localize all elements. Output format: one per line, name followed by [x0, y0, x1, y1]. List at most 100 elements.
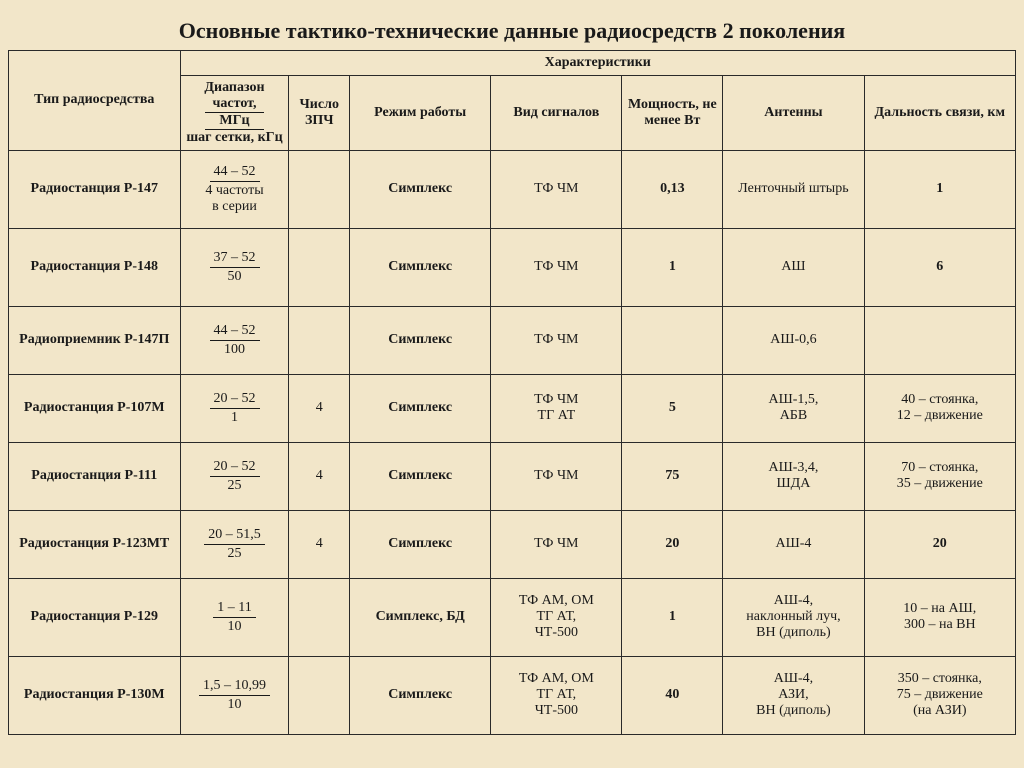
cell-zpch: [289, 228, 350, 306]
cell-type: Радиостанция Р-130М: [9, 656, 181, 734]
cell-zpch: [289, 656, 350, 734]
cell-freq: 20 – 5225: [180, 442, 289, 510]
table-row: Радиостанция Р-11120 – 52254СимплексТФ Ч…: [9, 442, 1016, 510]
cell-freq: 37 – 5250: [180, 228, 289, 306]
freq-denominator: 10: [185, 696, 285, 712]
header-freq: Диапазон частот, МГц шаг сетки, кГц: [180, 76, 289, 151]
cell-power: 1: [622, 578, 723, 656]
cell-mode: Симплекс: [350, 442, 491, 510]
cell-range: 20: [864, 510, 1015, 578]
cell-freq: 1,5 – 10,9910: [180, 656, 289, 734]
page: Основные тактико-технические данные ради…: [0, 0, 1024, 768]
header-power: Мощность, не менее Вт: [622, 76, 723, 151]
freq-denominator: 25: [185, 545, 285, 561]
cell-zpch: 4: [289, 442, 350, 510]
table-row: Радиостанция Р-130М1,5 – 10,9910Симплекс…: [9, 656, 1016, 734]
freq-numerator: 20 – 52: [210, 391, 260, 408]
cell-power: 0,13: [622, 150, 723, 228]
cell-power: 40: [622, 656, 723, 734]
freq-denominator: 1: [185, 409, 285, 425]
cell-freq: 1 – 1110: [180, 578, 289, 656]
freq-numerator: 20 – 51,5: [204, 527, 265, 544]
header-mode: Режим работы: [350, 76, 491, 151]
freq-denominator: 100: [185, 341, 285, 357]
cell-signal: ТФ ЧМТГ АТ: [491, 374, 622, 442]
cell-zpch: [289, 150, 350, 228]
cell-range: 40 – стоянка,12 – движение: [864, 374, 1015, 442]
cell-freq: 44 – 52100: [180, 306, 289, 374]
cell-range: 70 – стоянка,35 – движение: [864, 442, 1015, 510]
header-freq-top: Диапазон частот,: [204, 80, 264, 111]
freq-numerator: 1 – 11: [213, 600, 255, 617]
table-row: Радиостанция Р-1291 – 1110Симплекс, БДТФ…: [9, 578, 1016, 656]
cell-power: 5: [622, 374, 723, 442]
table-row: Радиостанция Р-107М20 – 5214СимплексТФ Ч…: [9, 374, 1016, 442]
table-body: Радиостанция Р-14744 – 524 частотыв сери…: [9, 150, 1016, 734]
cell-signal: ТФ ЧМ: [491, 150, 622, 228]
cell-mode: Симплекс: [350, 656, 491, 734]
cell-signal: ТФ АМ, ОМТГ АТ,ЧТ-500: [491, 578, 622, 656]
cell-type: Радиостанция Р-123МТ: [9, 510, 181, 578]
header-freq-mid: МГц: [205, 112, 263, 129]
cell-range: 10 – на АШ,300 – на ВН: [864, 578, 1015, 656]
cell-antenna: АШ-4: [723, 510, 864, 578]
cell-zpch: [289, 578, 350, 656]
cell-antenna: АШ-4,АЗИ,ВН (диполь): [723, 656, 864, 734]
page-title: Основные тактико-технические данные ради…: [8, 18, 1016, 44]
table-header: Тип радиосредства Характеристики Диапазо…: [9, 51, 1016, 151]
cell-antenna: АШ-1,5,АБВ: [723, 374, 864, 442]
cell-power: 20: [622, 510, 723, 578]
cell-freq: 44 – 524 частотыв серии: [180, 150, 289, 228]
cell-type: Радиостанция Р-147: [9, 150, 181, 228]
cell-antenna: АШ-3,4,ШДА: [723, 442, 864, 510]
freq-denominator: 50: [185, 268, 285, 284]
freq-numerator: 20 – 52: [210, 459, 260, 476]
cell-range: 6: [864, 228, 1015, 306]
cell-type: Радиостанция Р-129: [9, 578, 181, 656]
cell-mode: Симплекс: [350, 374, 491, 442]
cell-mode: Симплекс: [350, 150, 491, 228]
header-signal: Вид сигналов: [491, 76, 622, 151]
cell-type: Радиостанция Р-148: [9, 228, 181, 306]
cell-mode: Симплекс: [350, 306, 491, 374]
cell-range: 1: [864, 150, 1015, 228]
header-freq-bot: шаг сетки, кГц: [186, 130, 282, 145]
cell-zpch: 4: [289, 374, 350, 442]
spec-table: Тип радиосредства Характеристики Диапазо…: [8, 50, 1016, 735]
freq-numerator: 1,5 – 10,99: [199, 678, 270, 695]
header-range: Дальность связи, км: [864, 76, 1015, 151]
cell-power: [622, 306, 723, 374]
cell-type: Радиостанция Р-107М: [9, 374, 181, 442]
cell-mode: Симплекс: [350, 228, 491, 306]
cell-signal: ТФ ЧМ: [491, 510, 622, 578]
cell-type: Радиостанция Р-111: [9, 442, 181, 510]
cell-signal: ТФ ЧМ: [491, 306, 622, 374]
cell-signal: ТФ ЧМ: [491, 228, 622, 306]
cell-signal: ТФ АМ, ОМТГ АТ,ЧТ-500: [491, 656, 622, 734]
freq-numerator: 37 – 52: [210, 250, 260, 267]
header-antenna: Антенны: [723, 76, 864, 151]
cell-antenna: Ленточный штырь: [723, 150, 864, 228]
cell-antenna: АШ-0,6: [723, 306, 864, 374]
header-group: Характеристики: [180, 51, 1015, 76]
cell-freq: 20 – 51,525: [180, 510, 289, 578]
cell-type: Радиоприемник Р-147П: [9, 306, 181, 374]
cell-zpch: 4: [289, 510, 350, 578]
cell-range: [864, 306, 1015, 374]
table-row: Радиостанция Р-14837 – 5250СимплексТФ ЧМ…: [9, 228, 1016, 306]
cell-zpch: [289, 306, 350, 374]
table-row: Радиостанция Р-123МТ20 – 51,5254Симплекс…: [9, 510, 1016, 578]
freq-numerator: 44 – 52: [210, 323, 260, 340]
header-type: Тип радиосредства: [9, 51, 181, 151]
cell-power: 75: [622, 442, 723, 510]
header-zpch: Число ЗПЧ: [289, 76, 350, 151]
freq-denominator: 10: [185, 618, 285, 634]
freq-numerator: 44 – 52: [210, 164, 260, 181]
table-row: Радиостанция Р-14744 – 524 частотыв сери…: [9, 150, 1016, 228]
cell-freq: 20 – 521: [180, 374, 289, 442]
table-row: Радиоприемник Р-147П44 – 52100СимплексТФ…: [9, 306, 1016, 374]
freq-denominator: 4 частоты: [185, 182, 285, 198]
cell-power: 1: [622, 228, 723, 306]
cell-signal: ТФ ЧМ: [491, 442, 622, 510]
cell-antenna: АШ: [723, 228, 864, 306]
